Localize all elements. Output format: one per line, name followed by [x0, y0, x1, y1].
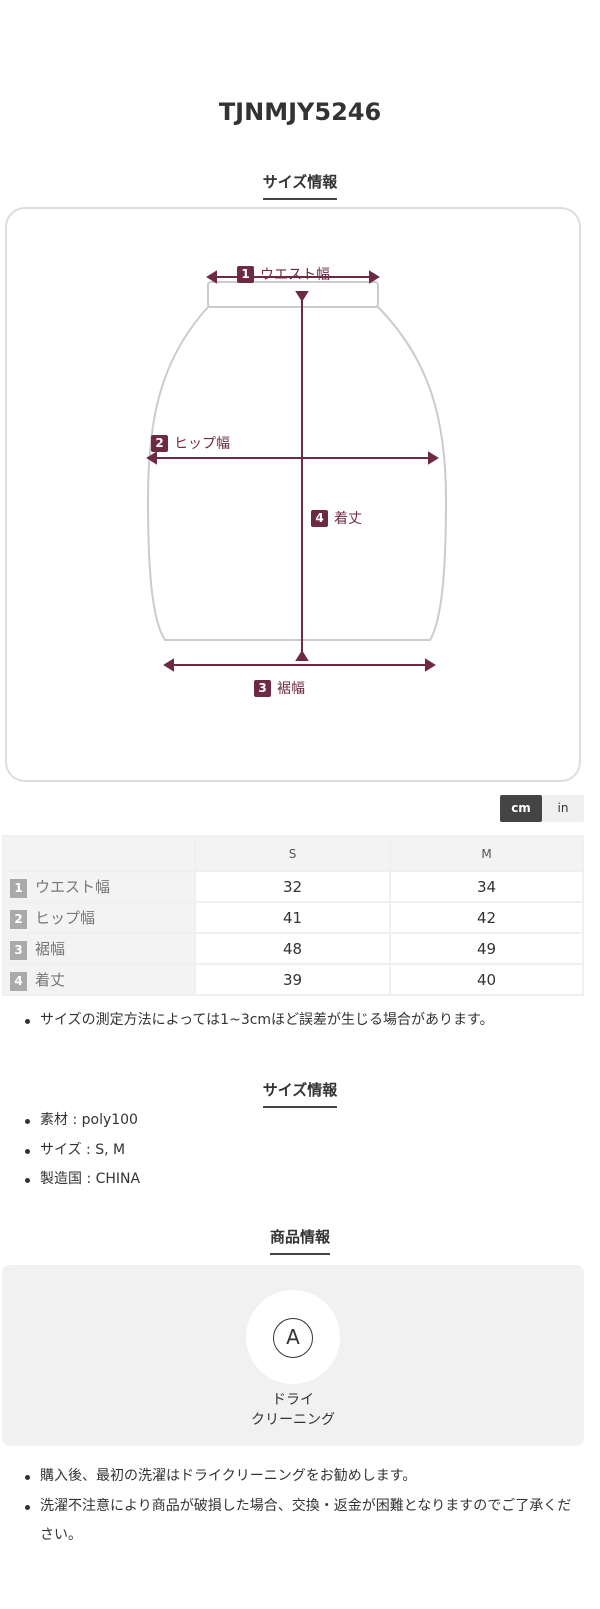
table-row: 3 裾幅 48 49	[2, 932, 584, 965]
label-waist: 1 ウエスト幅	[237, 264, 330, 284]
size-note-list: サイズの測定方法によっては1~3cmほど誤差が生じる場合があります。	[22, 1006, 494, 1036]
label-hem: 3 裾幅	[254, 678, 305, 698]
unit-in-button[interactable]: in	[557, 801, 569, 815]
product-code: TJNMJY5246	[218, 98, 382, 126]
size-diagram	[5, 207, 581, 782]
unit-cm-button[interactable]: cm	[500, 795, 542, 822]
table-row: 2 ヒップ幅 41 42	[2, 901, 584, 934]
unit-toggle[interactable]: cm in	[500, 795, 584, 822]
table-row: 1 ウエスト幅 32 34	[2, 870, 584, 903]
skirt-body	[146, 306, 448, 641]
product-notes: 購入後、最初の洗濯はドライクリーニングをお勧めします。 洗濯不注意により商品が破…	[22, 1462, 582, 1551]
dry-clean-icon: A	[273, 1318, 313, 1358]
spec-section-header: サイズ情報	[0, 1079, 600, 1108]
product-section-header: 商品情報	[0, 1226, 600, 1255]
spec-list: 素材 : poly100 サイズ : S, M 製造国 : CHINA	[22, 1106, 140, 1195]
table-row: 4 着丈 39 40	[2, 963, 584, 996]
waistband	[207, 281, 379, 308]
label-hip: 2 ヒップ幅	[151, 433, 230, 453]
skirt-illustration	[146, 270, 448, 672]
size-section-header: サイズ情報	[0, 171, 600, 200]
label-length: 4 着丈	[311, 508, 362, 528]
care-label: ドライ クリーニング	[251, 1392, 335, 1428]
